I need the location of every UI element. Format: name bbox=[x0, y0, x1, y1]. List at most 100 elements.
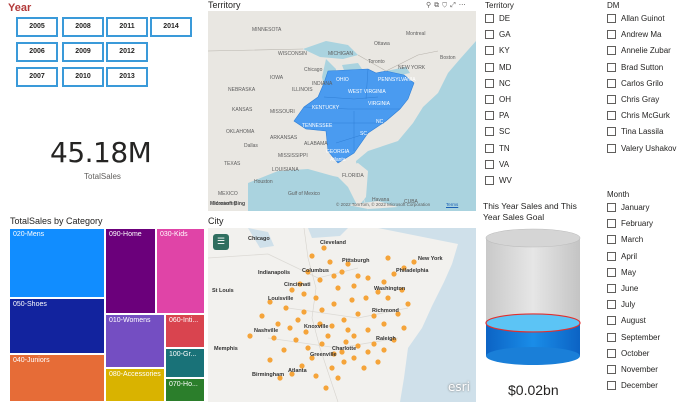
city-dot[interactable] bbox=[381, 279, 387, 285]
month-option[interactable]: July bbox=[607, 300, 635, 310]
dm-option[interactable]: Carlos Grilo bbox=[607, 78, 663, 88]
city-dot[interactable] bbox=[329, 365, 335, 371]
checkbox[interactable] bbox=[485, 111, 494, 121]
treemap-tile-kids[interactable]: 030-Kids bbox=[156, 228, 205, 314]
treemap-tile-hosiery[interactable]: 070-Ho... bbox=[165, 378, 205, 402]
city-dot[interactable] bbox=[295, 317, 301, 323]
territory-option[interactable]: VA bbox=[485, 159, 509, 169]
checkbox[interactable] bbox=[607, 30, 616, 40]
territory-option[interactable]: DE bbox=[485, 14, 510, 23]
treemap-tile-intimates[interactable]: 060-Inti... bbox=[165, 314, 205, 348]
checkbox[interactable] bbox=[607, 78, 616, 88]
city-dot[interactable] bbox=[271, 335, 277, 341]
city-dot[interactable] bbox=[365, 349, 371, 355]
layers-menu-icon[interactable]: ☰ bbox=[213, 234, 229, 250]
filter-icon[interactable]: ⛉ bbox=[442, 2, 451, 9]
checkbox[interactable] bbox=[607, 332, 616, 342]
city-dot[interactable] bbox=[345, 327, 351, 333]
month-option[interactable]: November bbox=[607, 365, 658, 374]
city-dot[interactable] bbox=[351, 333, 357, 339]
city-dot[interactable] bbox=[385, 255, 391, 261]
city-dot[interactable] bbox=[349, 297, 355, 303]
checkbox[interactable] bbox=[607, 300, 616, 310]
dm-option[interactable]: Allan Guinot bbox=[607, 14, 665, 23]
checkbox[interactable] bbox=[607, 143, 616, 153]
city-dot[interactable] bbox=[351, 283, 357, 289]
city-dot[interactable] bbox=[341, 317, 347, 323]
city-dot[interactable] bbox=[329, 323, 335, 329]
city-dot[interactable] bbox=[375, 289, 381, 295]
city-dot[interactable] bbox=[391, 271, 397, 277]
city-dot[interactable] bbox=[297, 281, 303, 287]
checkbox[interactable] bbox=[485, 78, 494, 88]
city-dot[interactable] bbox=[305, 269, 311, 275]
year-button-2009[interactable]: 2009 bbox=[62, 42, 104, 62]
city-dot[interactable] bbox=[309, 253, 315, 259]
checkbox[interactable] bbox=[607, 127, 616, 137]
treemap-tile-womens[interactable]: 010-Womens bbox=[105, 314, 165, 368]
city-dot[interactable] bbox=[355, 273, 361, 279]
city-dot[interactable] bbox=[289, 287, 295, 293]
territory-option[interactable]: MD bbox=[485, 62, 511, 72]
copy-icon[interactable]: ⧉ bbox=[434, 2, 443, 9]
city-dot[interactable] bbox=[341, 359, 347, 365]
city-dot[interactable] bbox=[281, 347, 287, 353]
month-option[interactable]: December bbox=[607, 381, 658, 391]
city-dot[interactable] bbox=[355, 311, 361, 317]
month-option[interactable]: April bbox=[607, 251, 637, 261]
checkbox[interactable] bbox=[607, 235, 616, 245]
checkbox[interactable] bbox=[607, 14, 616, 23]
month-option[interactable]: January bbox=[607, 203, 649, 212]
city-dot[interactable] bbox=[317, 277, 323, 283]
city-dot[interactable] bbox=[305, 345, 311, 351]
city-dot[interactable] bbox=[293, 337, 299, 343]
year-button-2014[interactable]: 2014 bbox=[150, 17, 192, 37]
month-option[interactable]: June bbox=[607, 284, 638, 293]
city-dot[interactable] bbox=[303, 329, 309, 335]
city-dot[interactable] bbox=[355, 343, 361, 349]
city-dot[interactable] bbox=[343, 339, 349, 345]
terms-link[interactable]: Terms bbox=[446, 202, 459, 207]
city-dot[interactable] bbox=[317, 321, 323, 327]
dm-option[interactable]: Tina Lassila bbox=[607, 127, 663, 137]
city-dot[interactable] bbox=[365, 327, 371, 333]
territory-option[interactable]: PA bbox=[485, 111, 509, 121]
checkbox[interactable] bbox=[607, 267, 616, 277]
territory-option[interactable]: TN bbox=[485, 143, 510, 153]
month-option[interactable]: February bbox=[607, 219, 653, 229]
year-button-2012[interactable]: 2012 bbox=[106, 42, 148, 62]
city-dot[interactable] bbox=[365, 275, 371, 281]
city-dot[interactable] bbox=[275, 321, 281, 327]
checkbox[interactable] bbox=[485, 30, 494, 40]
city-dot[interactable] bbox=[313, 295, 319, 301]
treemap-tile-juniors[interactable]: 040-Juniors bbox=[9, 354, 105, 402]
checkbox[interactable] bbox=[607, 316, 616, 326]
city-dot[interactable] bbox=[385, 295, 391, 301]
dm-option[interactable]: Brad Sutton bbox=[607, 62, 663, 72]
year-button-2011[interactable]: 2011 bbox=[106, 17, 148, 37]
city-dot[interactable] bbox=[371, 341, 377, 347]
city-dot[interactable] bbox=[259, 313, 265, 319]
city-dot[interactable] bbox=[381, 321, 387, 327]
city-dot[interactable] bbox=[267, 299, 273, 305]
city-dot[interactable] bbox=[323, 385, 329, 391]
checkbox[interactable] bbox=[607, 381, 616, 391]
month-option[interactable]: May bbox=[607, 267, 636, 277]
city-dot[interactable] bbox=[339, 349, 345, 355]
city-dot[interactable] bbox=[313, 373, 319, 379]
city-dot[interactable] bbox=[375, 359, 381, 365]
year-button-2007[interactable]: 2007 bbox=[16, 67, 58, 87]
city-dot[interactable] bbox=[395, 311, 401, 317]
treemap-tile-home[interactable]: 090-Home bbox=[105, 228, 156, 314]
territory-option[interactable]: WV bbox=[485, 176, 512, 185]
city-dot[interactable] bbox=[391, 337, 397, 343]
city-dot[interactable] bbox=[335, 285, 341, 291]
city-dot[interactable] bbox=[361, 365, 367, 371]
city-dot[interactable] bbox=[289, 371, 295, 377]
city-dot[interactable] bbox=[309, 355, 315, 361]
checkbox[interactable] bbox=[485, 176, 494, 185]
treemap-tile-shoes[interactable]: 050-Shoes bbox=[9, 298, 105, 354]
city-dot[interactable] bbox=[277, 375, 283, 381]
year-button-2013[interactable]: 2013 bbox=[106, 67, 148, 87]
city-dot[interactable] bbox=[325, 333, 331, 339]
